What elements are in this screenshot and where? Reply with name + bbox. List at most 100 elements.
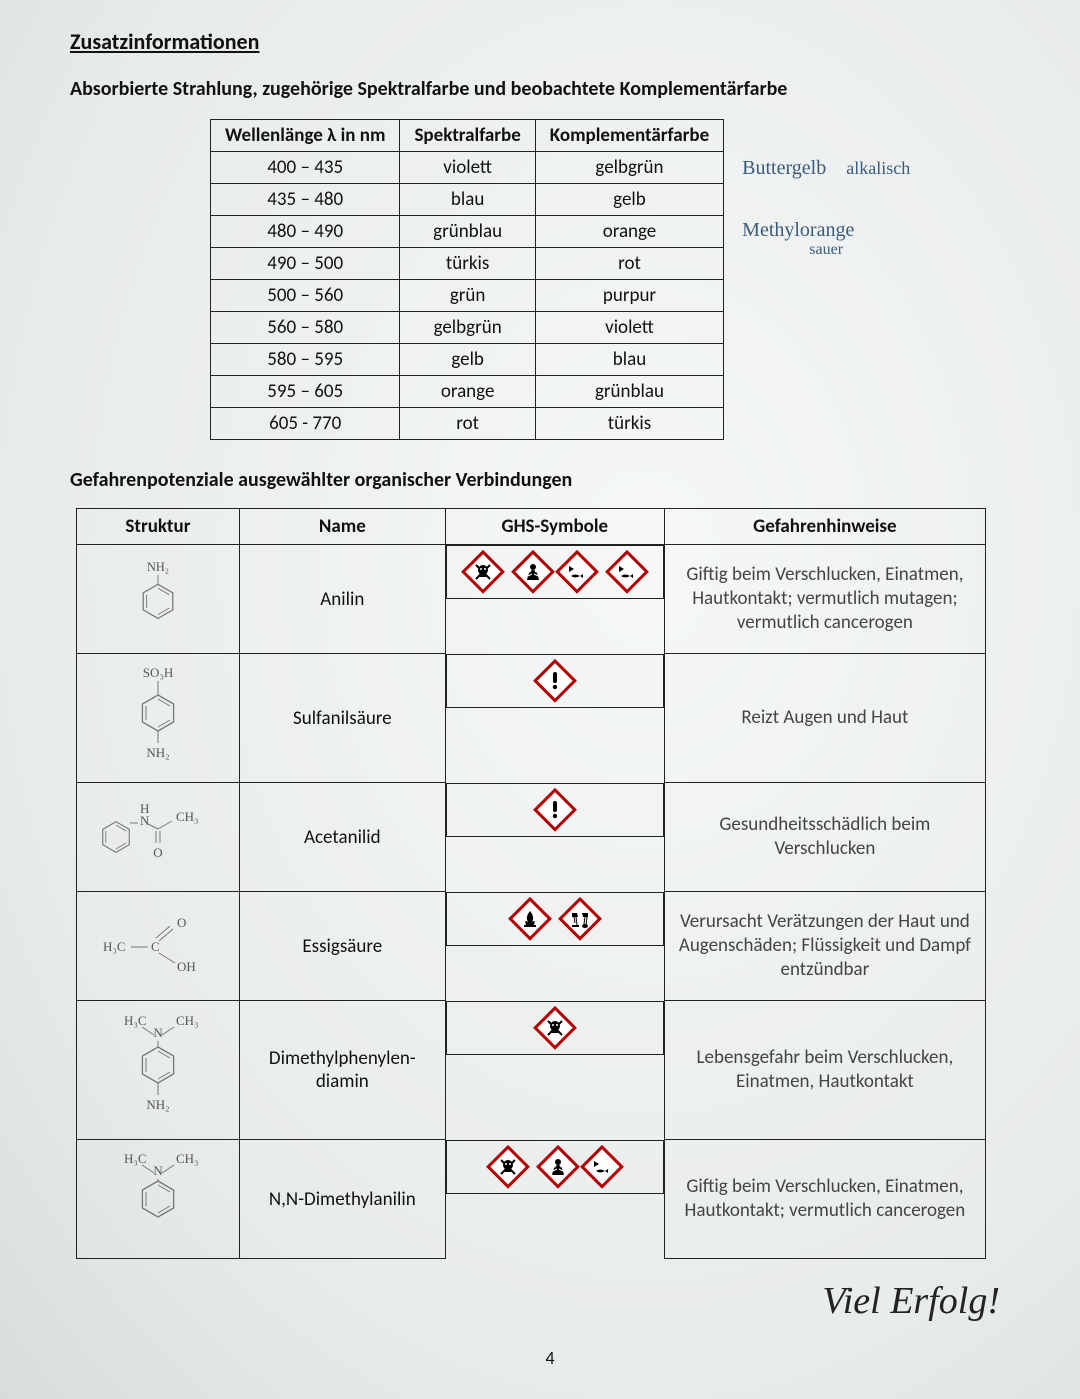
ghs-skull-icon bbox=[486, 1145, 530, 1189]
structure-diagram: SO₃HNH₂ bbox=[85, 658, 231, 778]
structure-cell: H₃CCOOH bbox=[77, 892, 240, 1001]
hazards-col-1: Name bbox=[239, 509, 445, 545]
spectral-row: 435 – 480blaugelb bbox=[211, 184, 724, 216]
hazard-text: Giftig beim Verschlucken, Einatmen, Haut… bbox=[664, 545, 985, 654]
svg-text:N: N bbox=[140, 813, 150, 828]
structure-cell: H₃C CH₃ N NH₂ bbox=[77, 1001, 240, 1140]
ghs-skull-icon bbox=[533, 1006, 577, 1050]
spectral-row: 595 – 605orangegrünblau bbox=[211, 376, 724, 408]
svg-text:C: C bbox=[151, 939, 160, 954]
svg-text:CH₃: CH₃ bbox=[176, 1151, 199, 1166]
hazard-text: Gesundheitsschädlich beim Verschlucken bbox=[664, 783, 985, 892]
structure-diagram: H₃C CH₃ N bbox=[85, 1144, 231, 1254]
handnote-2-sub: sauer bbox=[742, 241, 910, 259]
spectral-cell: 500 – 560 bbox=[211, 280, 400, 312]
ghs-aquatic-icon bbox=[580, 1145, 624, 1189]
hazards-col-2: GHS-Symbole bbox=[445, 509, 664, 545]
ghs-corrosion-icon bbox=[558, 897, 602, 941]
structure-diagram: NH₂ bbox=[85, 554, 231, 644]
spectral-cell: grün bbox=[400, 280, 535, 312]
spectral-cell: 435 – 480 bbox=[211, 184, 400, 216]
hazard-text: Giftig beim Verschlucken, Einatmen, Haut… bbox=[664, 1140, 985, 1259]
spectral-cell: grünblau bbox=[400, 216, 535, 248]
spectral-cell: 400 – 435 bbox=[211, 152, 400, 184]
ghs-flame-icon bbox=[508, 897, 552, 941]
svg-text:O: O bbox=[153, 845, 162, 860]
hazards-row: H₃CCH₃NNH₂Dimethylphenylen-diaminLebensg… bbox=[77, 1001, 986, 1140]
spectral-cell: blau bbox=[535, 344, 723, 376]
handnote-2: Methylorange bbox=[742, 219, 854, 241]
svg-text:H₃C: H₃C bbox=[124, 1151, 147, 1166]
spectral-block: Wellenlänge λ in nm Spektralfarbe Komple… bbox=[70, 119, 1030, 440]
ghs-environment-icon bbox=[555, 550, 599, 594]
ghs-exclaim-icon bbox=[533, 788, 577, 832]
compound-name: Sulfanilsäure bbox=[239, 654, 445, 783]
compound-name: Acetanilid bbox=[239, 783, 445, 892]
spectral-cell: rot bbox=[535, 248, 723, 280]
spectral-cell: gelb bbox=[535, 184, 723, 216]
spectral-heading: Absorbierte Strahlung, zugehörige Spektr… bbox=[70, 77, 1030, 101]
spectral-row: 560 – 580gelbgrünviolett bbox=[211, 312, 724, 344]
spectral-cell: gelbgrün bbox=[535, 152, 723, 184]
sign-off: Viel Erfolg! bbox=[70, 1279, 1000, 1323]
spectral-col-2: Komplementärfarbe bbox=[535, 120, 723, 152]
spectral-cell: purpur bbox=[535, 280, 723, 312]
spectral-cell: violett bbox=[535, 312, 723, 344]
page-number: 4 bbox=[70, 1347, 1030, 1369]
spectral-cell: türkis bbox=[400, 248, 535, 280]
hazards-col-3: Gefahrenhinweise bbox=[664, 509, 985, 545]
compound-name: Essigsäure bbox=[239, 892, 445, 1001]
hazards-heading: Gefahrenpotenziale ausgewählter organisc… bbox=[70, 468, 1030, 492]
hazards-table: Struktur Name GHS-Symbole Gefahrenhinwei… bbox=[76, 508, 986, 1259]
hazards-row: NH₂ Anilin Giftig beim Verschlucken, Einat… bbox=[77, 545, 986, 654]
structure-diagram: H₃CCOOH bbox=[85, 911, 231, 981]
spectral-table: Wellenlänge λ in nm Spektralfarbe Komple… bbox=[210, 119, 724, 440]
spectral-row: 580 – 595gelbblau bbox=[211, 344, 724, 376]
spectral-cell: violett bbox=[400, 152, 535, 184]
svg-text:O: O bbox=[177, 915, 186, 930]
ghs-skull-icon bbox=[461, 550, 505, 594]
spectral-cell: 490 – 500 bbox=[211, 248, 400, 280]
svg-text:CH₃: CH₃ bbox=[176, 809, 199, 824]
ghs-cell bbox=[446, 654, 664, 708]
structure-cell: HNCH₃O bbox=[77, 783, 240, 892]
hazards-row: H₃C CH₃ N N,N-Dimethylanilin Giftig beim Ver… bbox=[77, 1140, 986, 1259]
structure-diagram: HNCH₃O bbox=[85, 797, 231, 877]
spectral-cell: 595 – 605 bbox=[211, 376, 400, 408]
ghs-health-hazard-icon bbox=[536, 1145, 580, 1189]
spectral-cell: orange bbox=[535, 216, 723, 248]
hazards-row: HNCH₃OAcetanilidGesundheitsschädlich bei… bbox=[77, 783, 986, 892]
svg-text:NH₂: NH₂ bbox=[146, 745, 169, 760]
svg-text:NH₂: NH₂ bbox=[147, 560, 169, 574]
spectral-cell: gelb bbox=[400, 344, 535, 376]
spectral-cell: gelbgrün bbox=[400, 312, 535, 344]
spectral-cell: 560 – 580 bbox=[211, 312, 400, 344]
spectral-row: 490 – 500türkisrot bbox=[211, 248, 724, 280]
svg-text:H₃C: H₃C bbox=[103, 939, 126, 954]
spectral-cell: blau bbox=[400, 184, 535, 216]
ghs-cell bbox=[446, 783, 664, 837]
spectral-cell: 580 – 595 bbox=[211, 344, 400, 376]
spectral-cell: 605 - 770 bbox=[211, 408, 400, 440]
svg-text:H₃C: H₃C bbox=[124, 1013, 147, 1028]
structure-cell: SO₃HNH₂ bbox=[77, 654, 240, 783]
handnote-1-side: alkalisch bbox=[846, 158, 910, 178]
hazard-text: Lebensgefahr beim Verschlucken, Einatmen… bbox=[664, 1001, 985, 1140]
ghs-cell bbox=[446, 1001, 664, 1055]
spectral-cell: 480 – 490 bbox=[211, 216, 400, 248]
spectral-col-0: Wellenlänge λ in nm bbox=[211, 120, 400, 152]
svg-text:CH₃: CH₃ bbox=[176, 1013, 199, 1028]
svg-text:NH₂: NH₂ bbox=[146, 1097, 169, 1112]
spectral-cell: grünblau bbox=[535, 376, 723, 408]
spectral-header-row: Wellenlänge λ in nm Spektralfarbe Komple… bbox=[211, 120, 724, 152]
compound-name: Anilin bbox=[239, 545, 445, 654]
ghs-health-hazard-icon bbox=[511, 550, 555, 594]
structure-cell: H₃C CH₃ N bbox=[77, 1140, 240, 1259]
compound-name: N,N-Dimethylanilin bbox=[239, 1140, 445, 1259]
svg-text:N: N bbox=[153, 1025, 163, 1040]
hazards-header-row: Struktur Name GHS-Symbole Gefahrenhinwei… bbox=[77, 509, 986, 545]
hazards-row: H₃CCOOHEssigsäureVerursacht Verätzungen … bbox=[77, 892, 986, 1001]
svg-text:N: N bbox=[153, 1163, 163, 1178]
ghs-cell bbox=[446, 545, 664, 599]
page-title: Zusatzinformationen bbox=[70, 28, 1030, 55]
